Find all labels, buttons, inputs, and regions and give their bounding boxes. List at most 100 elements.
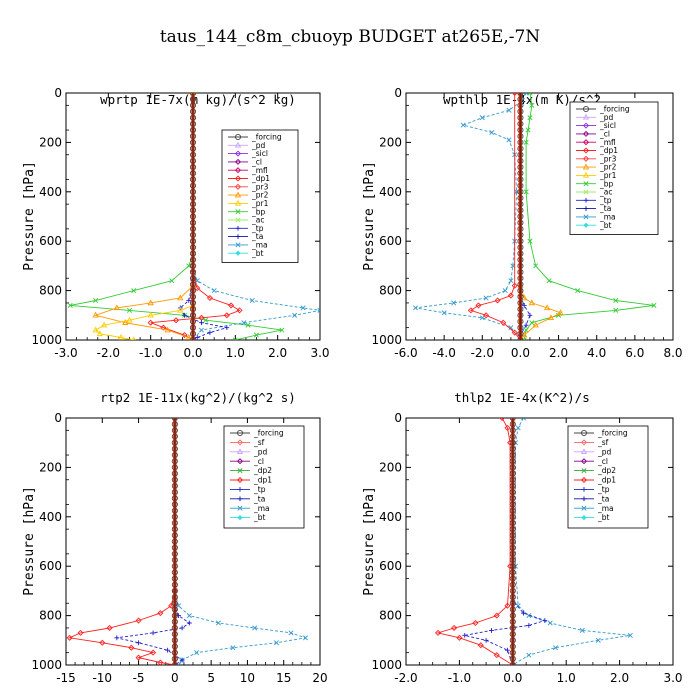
y-tick-label: 800 bbox=[379, 609, 402, 623]
series-point bbox=[234, 133, 242, 141]
legend-entry: _mfl bbox=[599, 138, 616, 147]
series-point bbox=[580, 439, 588, 446]
legend-entry: _bt bbox=[597, 513, 610, 522]
series-point bbox=[460, 122, 466, 128]
series-point bbox=[527, 312, 533, 318]
series-point bbox=[182, 312, 187, 318]
series-point bbox=[580, 458, 588, 465]
series-point bbox=[583, 189, 589, 195]
series-point bbox=[147, 299, 154, 306]
legend-entry: _cl bbox=[599, 130, 610, 139]
series-point bbox=[317, 307, 320, 313]
x-tick-label: 2.0 bbox=[549, 346, 568, 360]
series-point bbox=[529, 102, 535, 108]
x-tick-label: 0.0 bbox=[503, 671, 522, 685]
x-tick-label: 3.0 bbox=[310, 346, 329, 360]
series-point bbox=[114, 635, 120, 641]
legend-entry: _ma bbox=[251, 241, 268, 250]
legend: _forcing_sf_pd_cl_dp2_dp1_tp_ta_ma_bt bbox=[567, 425, 649, 529]
legend-entry: _tp bbox=[253, 485, 266, 494]
x-tick-label: -15 bbox=[56, 671, 76, 685]
x-tick-label: -1.0 bbox=[139, 346, 162, 360]
series-point bbox=[489, 130, 495, 136]
series-line bbox=[116, 418, 191, 665]
series-point bbox=[582, 147, 590, 154]
series-point bbox=[126, 307, 133, 313]
series-point bbox=[237, 487, 243, 492]
series-point bbox=[583, 206, 589, 211]
series-point bbox=[527, 238, 533, 244]
series-point bbox=[215, 620, 221, 626]
series-point bbox=[651, 302, 657, 308]
series-point bbox=[613, 307, 619, 313]
series-point bbox=[582, 171, 590, 178]
y-tick-label: 400 bbox=[379, 185, 402, 199]
x-tick-label: -4.0 bbox=[432, 346, 455, 360]
series-point bbox=[181, 332, 188, 339]
y-tick-label: 1000 bbox=[371, 658, 402, 672]
series-point bbox=[224, 325, 230, 331]
panel-title: rtp2 1E-11x(kg^2)/(kg^2 s) bbox=[100, 390, 296, 405]
series-line bbox=[68, 418, 176, 665]
panel-rtp2: rtp2 1E-11x(kg^2)/(kg^2 s) Pressure [hPa… bbox=[22, 390, 328, 685]
series-point bbox=[451, 300, 457, 306]
series-point bbox=[504, 602, 511, 609]
series-point bbox=[236, 429, 244, 437]
x-tick-label: 1.0 bbox=[557, 671, 576, 685]
series-point bbox=[150, 630, 156, 636]
series-point bbox=[234, 167, 242, 174]
series-point bbox=[523, 322, 529, 328]
series-pr1 bbox=[92, 93, 197, 340]
series-point bbox=[292, 312, 298, 318]
series-point bbox=[157, 659, 164, 665]
legend-entry: _cl bbox=[253, 457, 264, 466]
series-dp1 bbox=[435, 418, 516, 665]
series-point bbox=[581, 515, 587, 521]
legend-entry: _forcing bbox=[251, 133, 282, 142]
series-point bbox=[511, 329, 518, 336]
series-point bbox=[160, 324, 167, 331]
legend-entry: _cl bbox=[251, 158, 262, 167]
series-point bbox=[479, 315, 485, 321]
series-point bbox=[582, 155, 590, 162]
series-point bbox=[279, 327, 285, 333]
series-tp bbox=[114, 418, 192, 665]
y-tick-label: 600 bbox=[39, 234, 62, 248]
series-point bbox=[230, 645, 236, 651]
y-tick-label: 800 bbox=[39, 609, 62, 623]
x-tick-label: 0.0 bbox=[511, 346, 530, 360]
series-point bbox=[508, 278, 514, 284]
x-tick-label: 15 bbox=[276, 671, 291, 685]
series-point bbox=[211, 288, 217, 294]
series-point bbox=[169, 278, 175, 284]
panel-title: wprtp 1E-7x(m kg)/(s^2 kg) bbox=[100, 92, 296, 107]
series-point bbox=[235, 242, 241, 248]
series-point bbox=[236, 448, 244, 455]
legend-entry: _forcing bbox=[253, 429, 284, 438]
series-point bbox=[493, 652, 500, 659]
series-point bbox=[511, 93, 518, 97]
series-point bbox=[135, 617, 142, 624]
x-tick-label: 10 bbox=[240, 671, 255, 685]
series-point bbox=[523, 189, 529, 195]
series-point bbox=[483, 312, 490, 319]
legend-entry: _pr2 bbox=[251, 191, 269, 200]
series-dp1 bbox=[467, 93, 524, 340]
series-ma bbox=[172, 418, 309, 665]
series-point bbox=[582, 130, 590, 137]
y-tick-label: 400 bbox=[379, 510, 402, 524]
series-point bbox=[523, 139, 529, 145]
series-point bbox=[582, 139, 590, 146]
x-tick-label: 0 bbox=[171, 671, 179, 685]
series-point bbox=[300, 305, 306, 311]
series-point bbox=[135, 654, 142, 661]
series-point bbox=[253, 332, 260, 338]
series-point bbox=[526, 652, 532, 658]
series-point bbox=[580, 448, 588, 455]
legend-box bbox=[221, 129, 299, 263]
plot-area bbox=[413, 93, 657, 340]
series-point bbox=[93, 297, 99, 303]
series-tp bbox=[462, 418, 548, 665]
y-tick-label: 600 bbox=[379, 234, 402, 248]
